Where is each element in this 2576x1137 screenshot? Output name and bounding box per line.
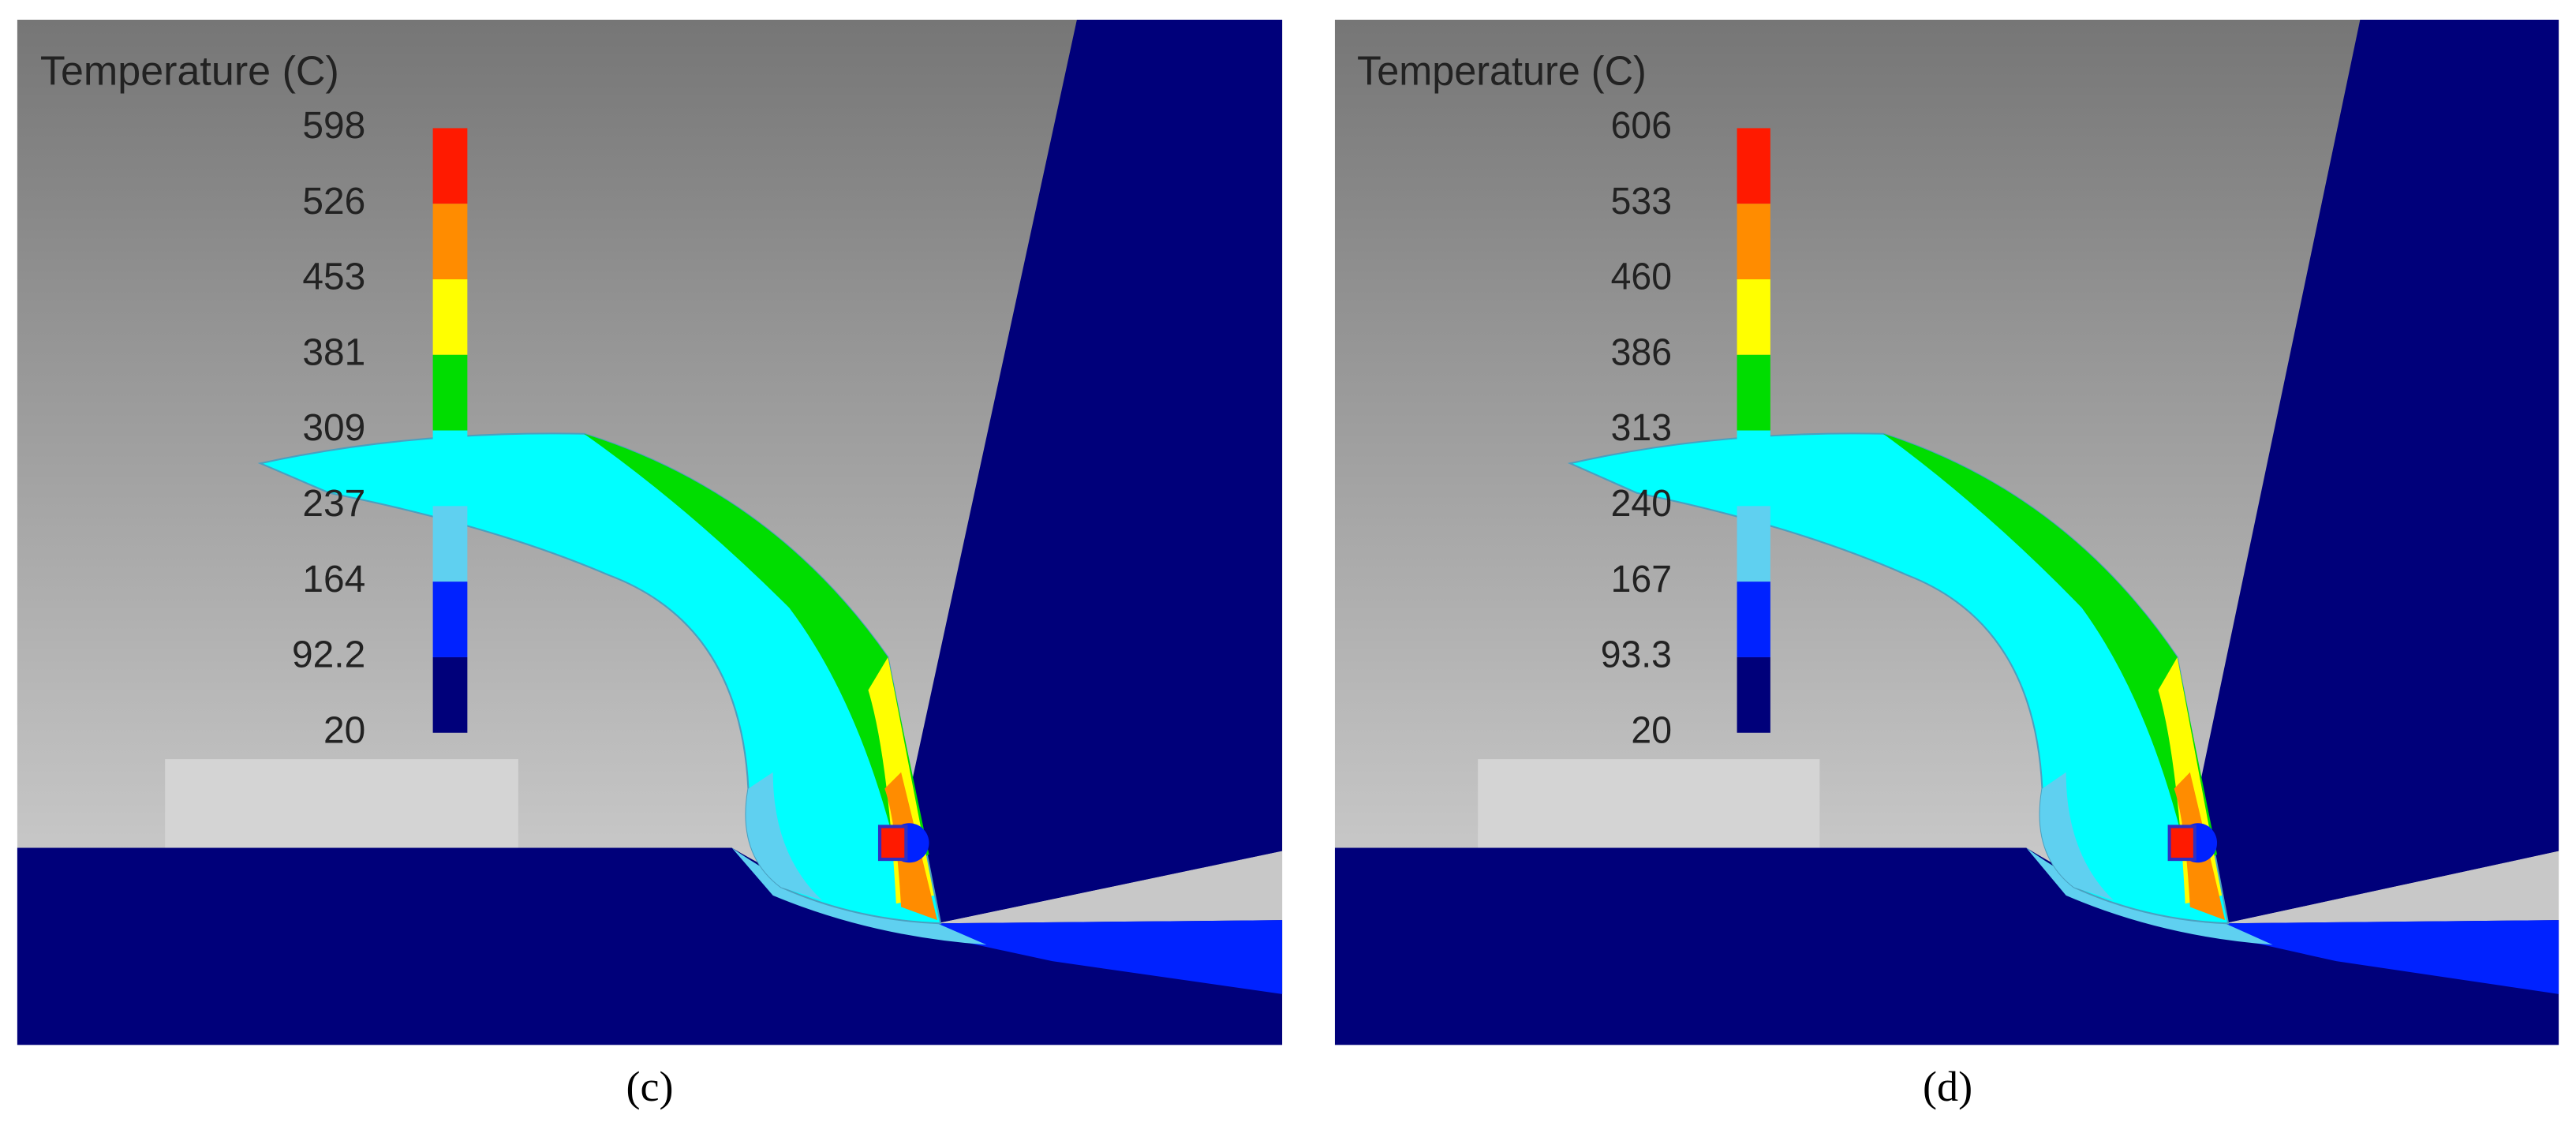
tool-gap xyxy=(937,851,1283,930)
panel: Temperature (C) 606 533 460 386 313 240 167 93.3… xyxy=(1334,19,2559,1045)
legend-swatch xyxy=(432,128,468,204)
probe xyxy=(2167,825,2197,862)
legend-title: Temperature (C) xyxy=(40,48,339,94)
faint-box xyxy=(165,759,518,848)
legend-label: 20 xyxy=(1631,709,1672,751)
heated-layer xyxy=(937,920,1283,994)
legend-label: 533 xyxy=(1611,179,1672,222)
scene: Temperature (C) 598 526 453 381 309 237 164 92.2… xyxy=(17,19,1283,1045)
legend-swatch xyxy=(1737,506,1770,582)
legend-swatch xyxy=(432,354,468,431)
chip-lower xyxy=(2026,847,2273,945)
legend-swatch xyxy=(1737,128,1770,204)
legend-label: 460 xyxy=(1611,255,1672,297)
heated-layer xyxy=(2225,920,2559,994)
legend-label: 309 xyxy=(302,407,365,449)
legend-swatch xyxy=(1737,582,1770,657)
legend-label: 167 xyxy=(1611,557,1672,600)
legend-swatch xyxy=(1737,279,1770,355)
legend-title: Temperature (C) xyxy=(1357,48,1647,94)
tool xyxy=(2185,19,2559,924)
workpiece xyxy=(17,847,1283,1045)
chip-blue xyxy=(2039,772,2114,901)
legend-label: 240 xyxy=(1611,481,1672,524)
workpiece xyxy=(1334,847,2559,1045)
legend-swatch xyxy=(1737,656,1770,733)
legend-label: 453 xyxy=(302,256,365,298)
legend-label: 164 xyxy=(302,559,365,600)
tool xyxy=(895,19,1283,924)
legend-swatch xyxy=(432,279,468,355)
scene: Temperature (C) 606 533 460 386 313 240 167 93.3… xyxy=(1334,19,2559,1045)
legend-label: 606 xyxy=(1611,103,1672,146)
legend-label: 93.3 xyxy=(1601,633,1672,675)
legend-label: 526 xyxy=(302,181,365,223)
chip-lower xyxy=(731,847,987,945)
legend-swatch xyxy=(1737,354,1770,431)
legend-swatch xyxy=(432,430,468,507)
legend-swatch xyxy=(432,204,468,280)
legend-swatch xyxy=(432,656,468,733)
legend-swatch xyxy=(1737,204,1770,280)
legend-label: 386 xyxy=(1611,331,1672,373)
legend-label: 313 xyxy=(1611,406,1672,449)
legend-swatch xyxy=(432,506,468,582)
caption: (c) xyxy=(626,1063,673,1110)
legend-label: 92.2 xyxy=(292,634,365,676)
legend-label: 381 xyxy=(302,331,365,373)
legend-swatch xyxy=(1737,430,1770,507)
faint-box xyxy=(1478,759,1820,848)
probe xyxy=(877,825,908,862)
legend-swatch xyxy=(432,582,468,657)
chip-blue xyxy=(746,772,823,901)
panel: Temperature (C) 598 526 453 381 309 237 164 92.2… xyxy=(17,19,1283,1045)
legend-label: 20 xyxy=(323,709,365,751)
tool-gap xyxy=(2225,851,2559,930)
caption: (d) xyxy=(1923,1063,1972,1110)
legend-label: 237 xyxy=(302,483,365,525)
legend-label: 598 xyxy=(302,105,365,147)
